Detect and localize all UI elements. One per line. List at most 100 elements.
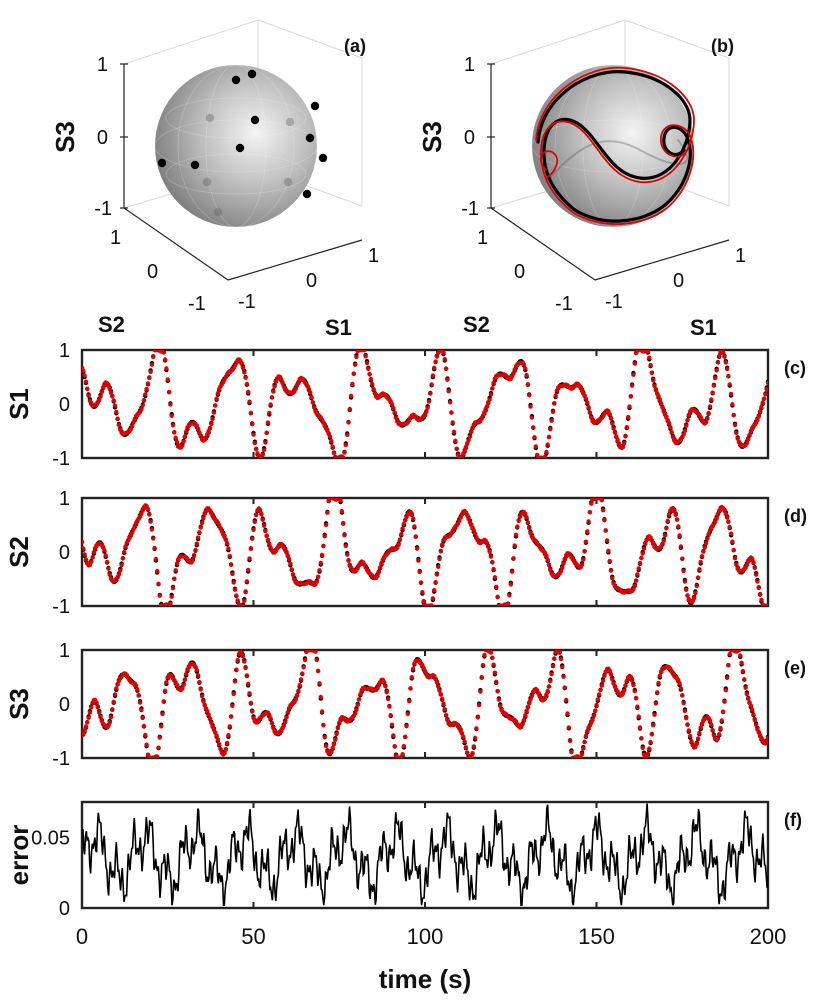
panel-d-point: [260, 517, 265, 522]
panel-e-point: [436, 684, 441, 689]
panel-d-point: [513, 532, 519, 537]
panel-c-point: [242, 370, 247, 375]
panel-c-point: [647, 355, 652, 360]
panel-c-point: [393, 415, 399, 420]
panel-c-point: [443, 366, 449, 371]
panel-c-point: [461, 451, 466, 456]
panel-f-ylabel: error: [4, 825, 34, 886]
panel-e-point: [108, 715, 114, 720]
panel-e-point: [565, 711, 570, 716]
panel-e-point: [156, 745, 161, 750]
panel-e-point: [315, 668, 321, 674]
panel-d-point: [252, 519, 257, 524]
panel-b-tag: (b): [711, 36, 734, 56]
panel-c-point: [161, 350, 166, 355]
panel-c-point: [544, 449, 549, 455]
panel-c-point: [86, 393, 91, 398]
panel-d-point: [194, 541, 199, 546]
panel-e-point: [139, 707, 144, 713]
panel-d-point: [750, 556, 755, 561]
panel-c-point: [466, 438, 471, 443]
panel-e-point: [410, 666, 416, 671]
panel-e-point: [228, 714, 234, 719]
panel-e-point: [224, 740, 230, 746]
panel-e-point: [682, 708, 688, 714]
panel-c-point: [250, 422, 255, 427]
panel-c-point: [620, 444, 626, 450]
panel-a-ylabel: S2: [98, 312, 125, 337]
panel-a-point: [202, 177, 212, 187]
panel-e-point: [141, 723, 147, 729]
panel-d-point: [265, 537, 271, 542]
panel-d-point: [119, 562, 124, 568]
panel-d-point: [751, 560, 756, 565]
panel-c-point: [214, 396, 219, 401]
panel-e-ytick-label: -1: [52, 748, 70, 770]
panel-e-point: [633, 696, 639, 701]
panel-e-point: [628, 674, 633, 680]
panel-d-point: [346, 558, 351, 563]
panel-d-point: [244, 579, 250, 584]
panel-a-point: [250, 115, 260, 125]
panel-d-chart: 1 0 -1 S2 (d): [4, 488, 807, 618]
panel-d-point: [674, 517, 680, 522]
panel-e-point: [557, 650, 562, 655]
panel-e-point: [352, 711, 358, 716]
panel-e-point: [391, 733, 396, 738]
panel-d-point: [728, 531, 734, 536]
panel-a-xtick-neg1: -1: [238, 291, 256, 313]
panel-c-point: [368, 376, 374, 382]
panel-e-point: [723, 688, 728, 693]
panel-c-point: [100, 385, 106, 390]
panel-d-point: [682, 579, 688, 584]
panel-c-point: [711, 383, 717, 388]
panel-e-point: [750, 707, 755, 712]
panel-c-point: [115, 416, 120, 421]
panel-e-point: [404, 723, 409, 729]
panel-d-point: [511, 556, 516, 561]
panel-c-point: [342, 450, 347, 455]
panel-c-point: [710, 390, 715, 395]
panel-d-point: [155, 568, 160, 574]
panel-d-point: [315, 574, 321, 579]
panel-d-point: [223, 537, 228, 542]
panel-c-point: [542, 454, 548, 458]
panel-e-point: [746, 696, 751, 701]
panel-e-point: [459, 731, 465, 736]
panel-c-point: [763, 392, 768, 397]
panel-e-point: [544, 692, 549, 697]
panel-d-point: [432, 588, 437, 593]
panel-e-point: [472, 735, 478, 741]
panel-e-point: [579, 752, 585, 757]
panel-d-point: [438, 549, 443, 554]
panel-c-point: [657, 397, 662, 402]
panel-b-ylabel: S2: [463, 312, 490, 337]
panel-c-point: [330, 444, 335, 449]
panel-c-point: [362, 350, 367, 353]
panel-e-point: [695, 736, 701, 741]
panel-e-point: [271, 725, 276, 731]
panel-d-point: [488, 554, 494, 559]
panel-d-point: [342, 533, 347, 538]
panel-e-point: [107, 720, 112, 725]
panel-c-point: [430, 373, 436, 378]
panel-e-point: [319, 709, 325, 714]
panel-c-point: [761, 396, 767, 401]
panel-d-point: [420, 590, 425, 595]
time-series-panels: 1 0 -1 S1 (c) 1 0 -1 S2 (d) 1 0 -1 S3 (e) 0.05 0 error (f)…: [4, 340, 807, 994]
panel-e-point: [206, 712, 211, 717]
panel-d-point: [91, 550, 97, 555]
panel-e-point: [248, 700, 254, 706]
panel-d-point: [666, 512, 672, 517]
panel-e-point: [738, 653, 743, 658]
panel-a-ytick-0: 0: [147, 261, 158, 283]
panel-d-point: [107, 572, 112, 577]
panel-e-point: [235, 658, 240, 663]
panel-e-point: [434, 680, 440, 685]
panel-e-point: [143, 732, 148, 738]
panel-c-point: [532, 435, 537, 440]
panel-c-point: [111, 398, 116, 403]
panel-b-xtick-neg1: -1: [605, 291, 623, 313]
panel-e-point: [624, 678, 629, 684]
panel-c-point: [553, 393, 558, 398]
